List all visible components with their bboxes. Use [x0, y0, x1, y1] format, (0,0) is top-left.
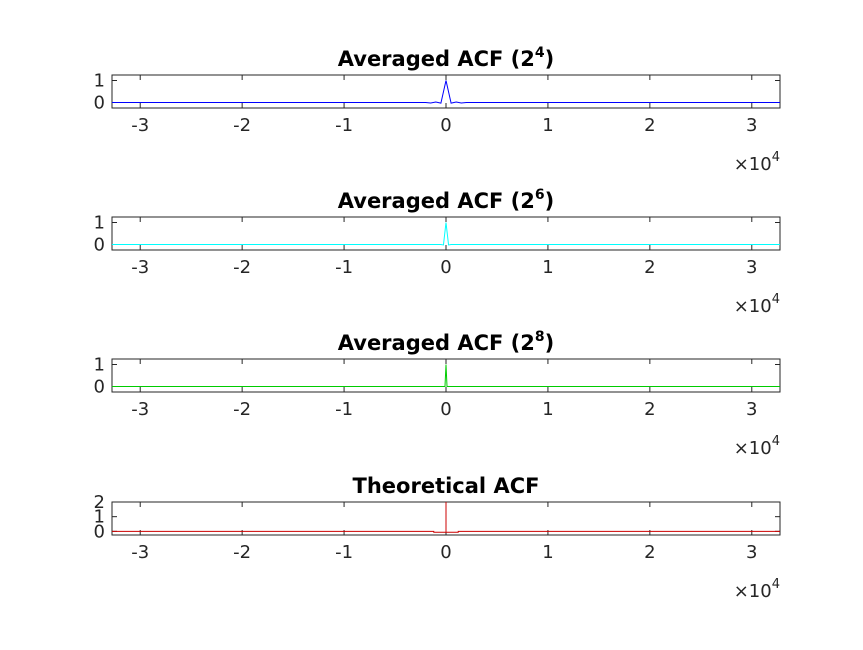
x-multiplier-label: ×104: [734, 577, 780, 602]
x-tick-label: 3: [746, 542, 757, 563]
subplot-title: Theoretical ACF: [353, 474, 540, 498]
x-tick-label: -2: [233, 399, 251, 420]
x-tick-label: 1: [542, 542, 553, 563]
x-tick-label: 3: [746, 115, 757, 136]
title-exponent: 4: [535, 45, 545, 61]
title-text: Averaged ACF (2: [338, 47, 535, 71]
x-tick-label: -2: [233, 542, 251, 563]
x-tick-label: 2: [644, 257, 655, 278]
x-multiplier-exponent: 4: [772, 292, 780, 307]
title-exponent: 6: [535, 187, 545, 203]
subplot-3: Averaged ACF (28)-3 -2 -1 0 1 2 301×104: [94, 329, 781, 459]
x-tick-label: -3: [131, 115, 149, 136]
x-tick-label: 0: [440, 115, 451, 136]
x-tick-label: 1: [542, 115, 553, 136]
x-tick-label: 2: [644, 115, 655, 136]
subplot-title: Averaged ACF (28): [338, 329, 554, 355]
x-tick-label: 1: [542, 257, 553, 278]
x-tick-label: -1: [335, 115, 353, 136]
y-tick-label: 0: [94, 377, 105, 398]
x-tick-label: -2: [233, 257, 251, 278]
x-tick-label: 2: [644, 542, 655, 563]
x-tick-label: 0: [440, 399, 451, 420]
x-tick-label: 1: [542, 399, 553, 420]
y-tick-label: 2: [94, 492, 105, 513]
x-tick-label: -1: [335, 542, 353, 563]
x-tick-label: -3: [131, 257, 149, 278]
subplot-title: Averaged ACF (24): [338, 45, 554, 71]
title-text: Theoretical ACF: [353, 474, 540, 498]
y-tick-label: 0: [94, 235, 105, 256]
x-multiplier-label: ×104: [734, 434, 780, 459]
subplot-2: Averaged ACF (26)-3 -2 -1 0 1 2 301×104: [94, 187, 781, 317]
acf-series-line: [112, 80, 780, 104]
acf-series-line: [112, 502, 780, 533]
x-tick-label: 3: [746, 257, 757, 278]
x-tick-label: -2: [233, 115, 251, 136]
x-tick-label: -1: [335, 399, 353, 420]
title-exponent: 8: [535, 329, 545, 345]
x-multiplier-exponent: 4: [772, 150, 780, 165]
x-tick-label: -3: [131, 399, 149, 420]
title-close: ): [545, 189, 555, 213]
acf-series-line: [112, 222, 780, 246]
title-text: Averaged ACF (2: [338, 331, 535, 355]
x-tick-label: 3: [746, 399, 757, 420]
subplot-1: Averaged ACF (24)-3 -2 -1 0 1 2 301×104: [94, 45, 781, 175]
x-multiplier-exponent: 4: [772, 577, 780, 592]
x-multiplier-base: ×10: [734, 296, 772, 317]
title-close: ): [545, 47, 555, 71]
x-multiplier-base: ×10: [734, 581, 772, 602]
x-multiplier-label: ×104: [734, 292, 780, 317]
x-multiplier-base: ×10: [734, 154, 772, 175]
y-tick-label: 0: [94, 93, 105, 114]
subplot-title: Averaged ACF (26): [338, 187, 554, 213]
x-tick-label: 0: [440, 257, 451, 278]
y-tick-label: 1: [94, 213, 105, 234]
x-tick-label: -3: [131, 542, 149, 563]
title-close: ): [545, 331, 555, 355]
y-tick-label: 0: [94, 521, 105, 542]
x-multiplier-label: ×104: [734, 150, 780, 175]
x-multiplier-exponent: 4: [772, 434, 780, 449]
x-tick-label: -1: [335, 257, 353, 278]
y-tick-label: 1: [94, 71, 105, 92]
x-tick-label: 0: [440, 542, 451, 563]
x-tick-label: 2: [644, 399, 655, 420]
y-tick-label: 1: [94, 507, 105, 528]
title-text: Averaged ACF (2: [338, 189, 535, 213]
acf-series-line: [112, 364, 780, 387]
y-tick-label: 1: [94, 355, 105, 376]
x-multiplier-base: ×10: [734, 438, 772, 459]
